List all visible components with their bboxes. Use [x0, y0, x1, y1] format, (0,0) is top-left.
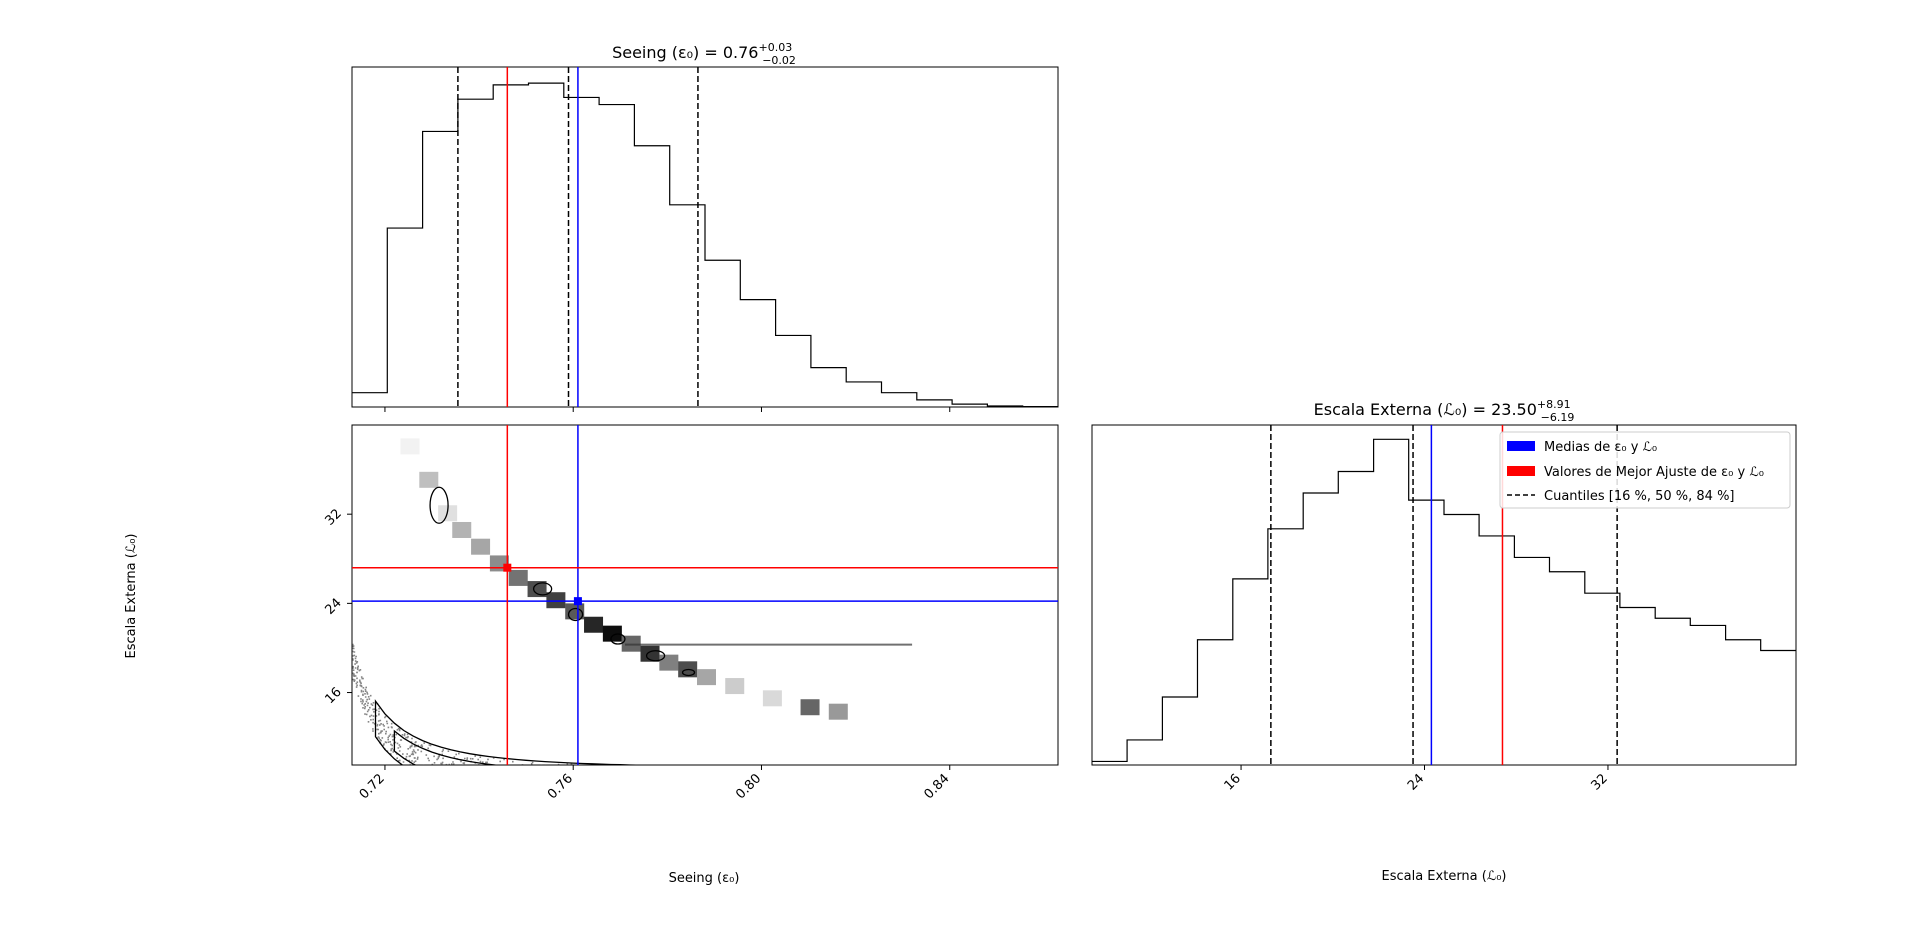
- joint-density-cell-17: [725, 678, 745, 695]
- joint-xtick-label-2: 0.80: [733, 771, 764, 802]
- scale-hist-xtick-label-0: 16: [1222, 771, 1244, 793]
- legend-frame: [1499, 431, 1791, 509]
- joint-density-cell-13: [640, 645, 660, 662]
- joint-xlabel: Seeing (ε₀): [669, 871, 740, 886]
- joint-xtick-label-0: 0.72: [357, 771, 388, 802]
- scale-title-sup: +8.91: [1537, 398, 1571, 411]
- joint-axes: [351, 424, 1059, 766]
- seeing-hist-axes: [351, 66, 1059, 408]
- joint-density-cell-1: [419, 471, 439, 488]
- joint-density-cell-7: [527, 581, 547, 598]
- legend-bestfit-swatch: [1507, 466, 1535, 476]
- scale-hist-step: [1092, 438, 1796, 763]
- joint-density-cell-4: [471, 538, 491, 555]
- scale-hist-xtick-label-2: 32: [1588, 771, 1610, 793]
- joint-contour-small-4: [645, 650, 666, 662]
- joint-contour-small-0: [429, 486, 449, 524]
- joint-density-cell-14: [659, 654, 679, 671]
- joint-xtick-label-1: 0.76: [545, 771, 576, 802]
- seeing-title-sub: −0.02: [762, 54, 796, 67]
- joint-density-cell-10: [584, 616, 604, 633]
- joint-contour-small-1: [532, 582, 553, 596]
- joint-density-cell-18: [762, 690, 782, 707]
- joint-density-cell-11: [602, 625, 622, 642]
- scale-hist-xtick-label-1: 24: [1405, 771, 1427, 793]
- joint-mean-marker: [573, 597, 582, 606]
- seeing-hist-step: [352, 82, 1058, 408]
- joint-density-cell-8: [546, 592, 566, 609]
- legend: Medias de ε₀ y ℒ₀ Valores de Mejor Ajust…: [1499, 431, 1791, 509]
- seeing-title-main: Seeing (ε₀) = 0.76: [612, 43, 758, 62]
- scale-hist-axes: [1091, 424, 1797, 766]
- joint-content: [352, 438, 913, 765]
- joint-density-cell-6: [508, 569, 528, 586]
- seeing-title-sup: +0.03: [758, 41, 792, 54]
- joint-density-cell-0: [400, 438, 420, 455]
- legend-bestfit-label: Valores de Mejor Ajuste de ε₀ y ℒ₀: [1544, 465, 1764, 480]
- seeing-title: Seeing (ε₀) = 0.76+0.03 −0.02: [612, 41, 796, 67]
- joint-ytick-label-2: 32: [323, 506, 345, 528]
- scale-xlabel: Escala Externa (ℒ₀): [1382, 869, 1507, 884]
- joint-density-cell-3: [452, 521, 472, 538]
- legend-mean-swatch: [1507, 441, 1535, 451]
- joint-ylabel: Escala Externa (ℒ₀): [124, 534, 139, 659]
- joint-contour-outer: [374, 699, 656, 765]
- scale-title-main: Escala Externa (ℒ₀) = 23.50: [1314, 400, 1537, 419]
- legend-quantile-label: Cuantiles [16 %, 50 %, 84 %]: [1544, 489, 1735, 504]
- joint-ytick-label-1: 24: [323, 596, 345, 618]
- joint-ytick-label-0: 16: [323, 685, 345, 707]
- joint-density-cell-20: [828, 703, 848, 720]
- joint-density-cell-19: [800, 699, 820, 716]
- tick-layer: 0.72 0.76 0.80 0.84 16 24 32 16 24 32: [323, 407, 1611, 802]
- scale-title-sub: −6.19: [1541, 411, 1575, 424]
- joint-density-cell-16: [696, 669, 716, 686]
- joint-xtick-label-3: 0.84: [921, 771, 952, 802]
- joint-contour-small-5: [681, 668, 696, 677]
- legend-mean-label: Medias de ε₀ y ℒ₀: [1544, 440, 1657, 455]
- scale-title: Escala Externa (ℒ₀) = 23.50+8.91 −6.19: [1314, 398, 1575, 424]
- joint-density-cell-9: [565, 603, 585, 620]
- joint-bestfit-marker: [503, 563, 512, 572]
- joint-plot: [352, 425, 1058, 765]
- joint-contour-small-2: [567, 607, 584, 622]
- joint-contour-small-3: [610, 633, 626, 645]
- seeing-hist-plot: [352, 67, 1058, 408]
